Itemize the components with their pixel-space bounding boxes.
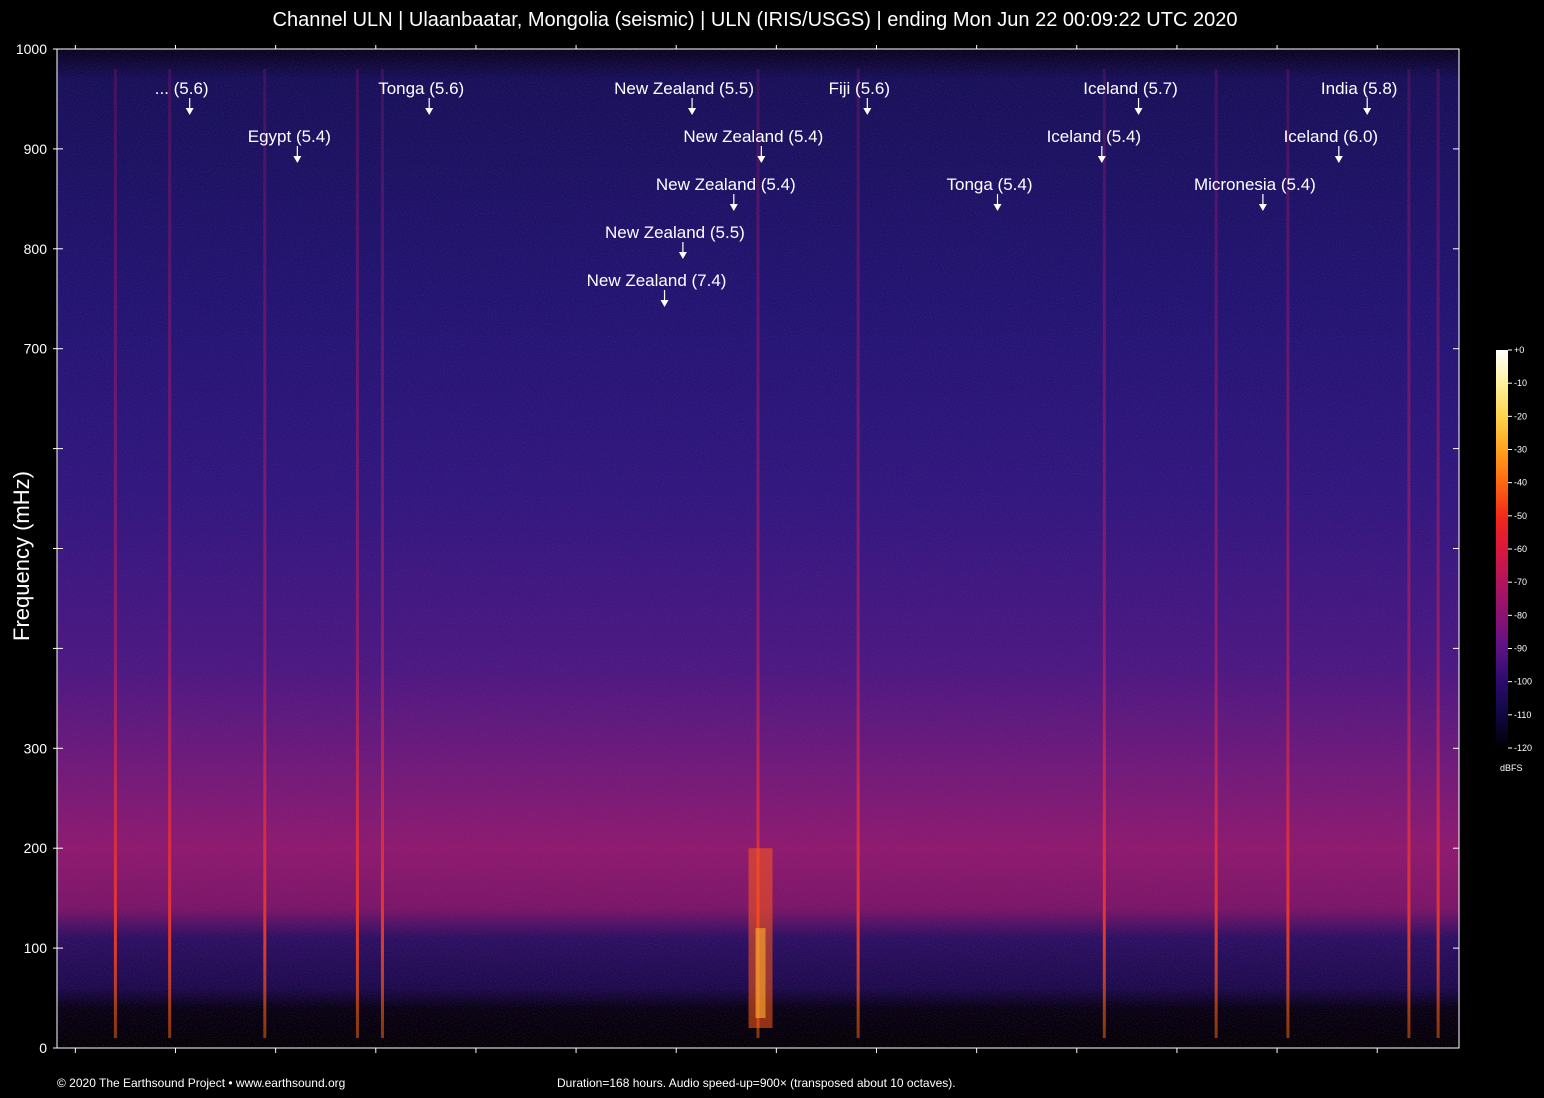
annotation-label: India (5.8): [1321, 79, 1398, 98]
colorbar: +0 -10 -20 -30 -40 -50 -60 -70 -80 -90 -100 -110 -12…: [1496, 345, 1532, 773]
event-streak: [263, 68, 267, 1039]
event-streak: [355, 68, 359, 1039]
annotation: India (5.8): [1321, 79, 1398, 115]
annotation-label: ... (5.6): [155, 79, 209, 98]
colorbar-tick-label: -80: [1514, 610, 1527, 620]
annotation: New Zealand (5.4): [656, 175, 796, 211]
colorbar-tick-label: -10: [1514, 378, 1527, 388]
annotation-arrow-head: [660, 300, 669, 307]
event-streak: [1436, 68, 1440, 1039]
annotation: Tonga (5.4): [947, 175, 1033, 211]
annotation-arrow-head: [688, 108, 697, 115]
colorbar-tick-label: -100: [1514, 677, 1532, 687]
annotation: New Zealand (5.4): [683, 127, 823, 163]
y-tick-label: 800: [24, 241, 48, 257]
annotation-arrow-head: [993, 204, 1002, 211]
y-tick-label: 300: [24, 740, 48, 756]
event-annotations: ... (5.6) Egypt (5.4) Tonga (5.6) New Zeala…: [155, 79, 1398, 307]
annotation: Egypt (5.4): [248, 127, 331, 163]
event-streak: [1102, 68, 1106, 1039]
annotation: Tonga (5.6): [378, 79, 464, 115]
annotation-label: New Zealand (5.4): [656, 175, 796, 194]
event-streak: [756, 68, 760, 1039]
y-tick-label: 900: [24, 141, 48, 157]
annotation-arrow-head: [293, 156, 302, 163]
chart-title: Channel ULN | Ulaanbaatar, Mongolia (sei…: [272, 9, 1238, 31]
colorbar-unit: dBFS: [1500, 763, 1523, 773]
major-event-core: [755, 928, 766, 1019]
annotation-label: Tonga (5.4): [947, 175, 1033, 194]
annotation-label: Iceland (5.7): [1083, 79, 1178, 98]
annotation: Micronesia (5.4): [1194, 175, 1316, 211]
annotation-arrow-head: [1258, 204, 1267, 211]
annotation: New Zealand (5.5): [614, 79, 754, 115]
y-tick-label: 1000: [16, 41, 47, 57]
annotation: New Zealand (7.4): [587, 271, 727, 307]
y-axis-label: Frequency (mHz): [9, 471, 34, 641]
colorbar-tick-label: -90: [1514, 644, 1527, 654]
colorbar-tick-label: +0: [1514, 345, 1524, 355]
colorbar-tick-label: -70: [1514, 577, 1527, 587]
event-streak: [168, 68, 172, 1039]
colorbar-tick-label: -60: [1514, 544, 1527, 554]
event-streak: [1407, 68, 1411, 1039]
annotation-arrow-head: [425, 108, 434, 115]
annotation-label: Egypt (5.4): [248, 127, 331, 146]
annotation-label: Micronesia (5.4): [1194, 175, 1316, 194]
annotation-arrow-head: [863, 108, 872, 115]
colorbar-tick-label: -20: [1514, 411, 1527, 421]
y-axis: 0 100 200 300 700 800 900 1000: [16, 41, 1459, 1056]
annotation: Iceland (5.4): [1047, 127, 1142, 163]
annotation-arrow-head: [185, 108, 194, 115]
annotation-arrow-head: [1134, 108, 1143, 115]
colorbar-tick-label: -110: [1514, 710, 1531, 720]
annotation: Iceland (6.0): [1284, 127, 1379, 163]
annotation-arrow-head: [757, 156, 766, 163]
annotation-label: Fiji (5.6): [829, 79, 890, 98]
y-tick-label: 200: [24, 840, 48, 856]
annotation: New Zealand (5.5): [605, 223, 745, 259]
annotation: ... (5.6): [155, 79, 209, 115]
annotation: Fiji (5.6): [829, 79, 890, 115]
colorbar-tick-label: -120: [1514, 743, 1532, 753]
annotation-label: Iceland (5.4): [1047, 127, 1142, 146]
footer-copyright: © 2020 The Earthsound Project • www.eart…: [57, 1076, 346, 1090]
annotation-arrow-head: [678, 252, 687, 259]
y-tick-label: 700: [24, 341, 48, 357]
annotation-label: New Zealand (5.4): [683, 127, 823, 146]
y-tick-label: 0: [39, 1040, 47, 1056]
event-streak: [1286, 68, 1290, 1039]
annotation-arrow-head: [1097, 156, 1106, 163]
colorbar-gradient: [1496, 350, 1508, 748]
annotation-label: New Zealand (7.4): [587, 271, 727, 290]
event-streak: [856, 68, 860, 1039]
event-streak: [1214, 68, 1218, 1039]
annotation-arrow-head: [729, 204, 738, 211]
annotation: Iceland (5.7): [1083, 79, 1178, 115]
annotation-arrow-head: [1334, 156, 1343, 163]
event-streak: [380, 68, 384, 1039]
colorbar-tick-label: -30: [1514, 445, 1527, 455]
annotation-label: Tonga (5.6): [378, 79, 464, 98]
plot-area: [56, 48, 1460, 1049]
colorbar-tick-label: -50: [1514, 511, 1527, 521]
footer-note: Duration=168 hours. Audio speed-up=900× …: [557, 1076, 956, 1090]
event-streak: [113, 68, 117, 1039]
y-tick-label: 100: [24, 940, 48, 956]
x-axis: [74, 45, 1378, 1053]
annotation-label: New Zealand (5.5): [614, 79, 754, 98]
colorbar-tick-label: -40: [1514, 478, 1527, 488]
annotation-label: New Zealand (5.5): [605, 223, 745, 242]
event-streaks: [113, 68, 1440, 1039]
annotation-label: Iceland (6.0): [1284, 127, 1379, 146]
annotation-arrow-head: [1363, 108, 1372, 115]
